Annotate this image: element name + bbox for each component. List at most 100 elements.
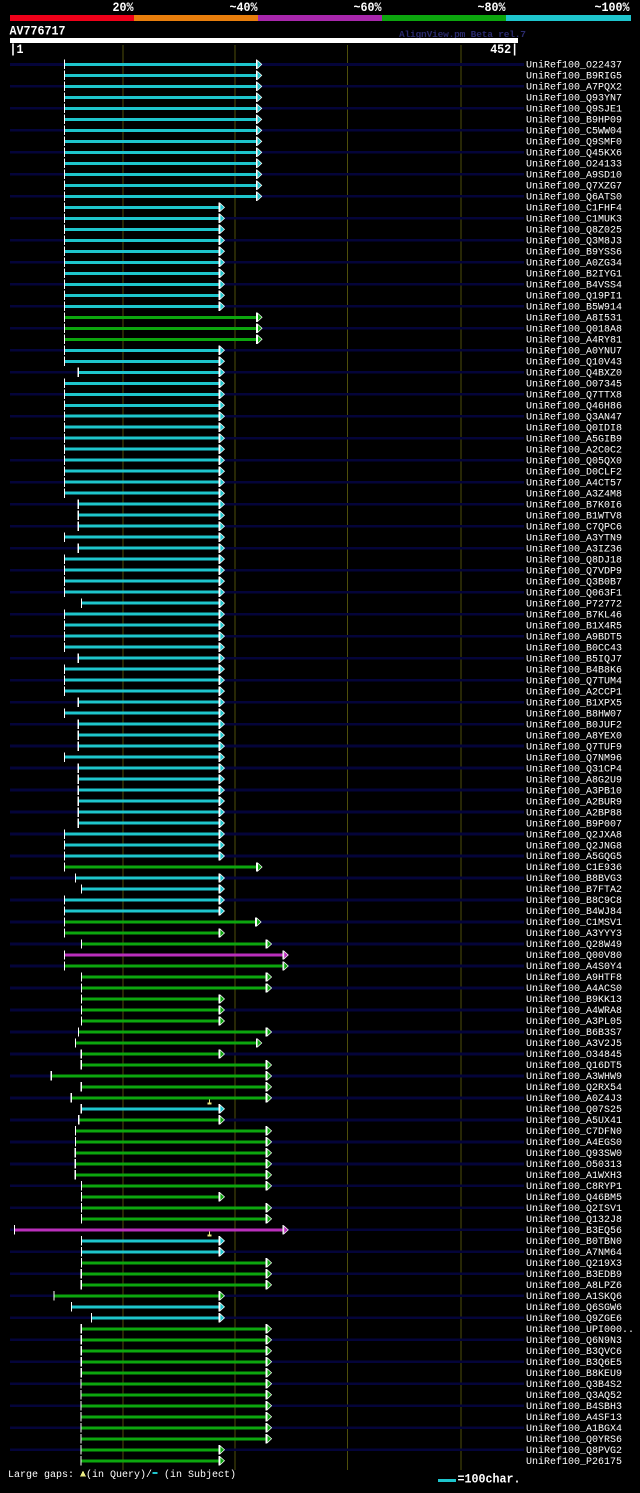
svg-text:UniRef100_B7KL46: UniRef100_B7KL46	[526, 609, 622, 621]
svg-text:UniRef100_Q2ISV1: UniRef100_Q2ISV1	[526, 1203, 622, 1215]
svg-text:UniRef100_A3WHW9: UniRef100_A3WHW9	[526, 1071, 622, 1083]
svg-text:UniRef100_A1WXH3: UniRef100_A1WXH3	[526, 1170, 622, 1182]
svg-text:UniRef100_B4WJ84: UniRef100_B4WJ84	[526, 906, 622, 918]
svg-text:UniRef100_A2C0C2: UniRef100_A2C0C2	[526, 444, 622, 456]
svg-text:UniRef100_Q93YN7: UniRef100_Q93YN7	[526, 93, 622, 105]
svg-text:UniRef100_Q2JXA8: UniRef100_Q2JXA8	[526, 829, 622, 841]
svg-text:UniRef100_B5W914: UniRef100_B5W914	[526, 301, 622, 313]
svg-text:UniRef100_A3PB10: UniRef100_A3PB10	[526, 785, 622, 797]
svg-text:UniRef100_A4WRA8: UniRef100_A4WRA8	[526, 1005, 622, 1017]
svg-text:UniRef100_A3V2J5: UniRef100_A3V2J5	[526, 1038, 622, 1050]
svg-text:UniRef100_Q28W49: UniRef100_Q28W49	[526, 939, 622, 951]
svg-text:(in Subject): (in Subject)	[164, 1469, 236, 1481]
svg-text:UniRef100_B1WTV8: UniRef100_B1WTV8	[526, 510, 622, 522]
svg-text:UniRef100_A3PL05: UniRef100_A3PL05	[526, 1016, 622, 1028]
svg-text:UniRef100_O24133: UniRef100_O24133	[526, 159, 622, 171]
svg-text:UniRef100_Q6ATS0: UniRef100_Q6ATS0	[526, 192, 622, 204]
svg-text:UniRef100_A5UX41: UniRef100_A5UX41	[526, 1115, 622, 1127]
svg-text:~40%: ~40%	[230, 0, 258, 15]
svg-text:UniRef100_B8HW07: UniRef100_B8HW07	[526, 708, 622, 720]
svg-text:UniRef100_C7QPC6: UniRef100_C7QPC6	[526, 521, 622, 533]
svg-text:UniRef100_B2IYG1: UniRef100_B2IYG1	[526, 269, 622, 281]
svg-text:=100char.: =100char.	[458, 1472, 521, 1487]
svg-text:UniRef100_A4RY81: UniRef100_A4RY81	[526, 334, 622, 346]
svg-text:UniRef100_B1X4R5: UniRef100_B1X4R5	[526, 620, 622, 632]
svg-text:UniRef100_B6B3S7: UniRef100_B6B3S7	[526, 1027, 622, 1039]
svg-text:UniRef100_Q9SMF0: UniRef100_Q9SMF0	[526, 137, 622, 149]
svg-text:UniRef100_C1MSV1: UniRef100_C1MSV1	[526, 917, 622, 929]
svg-text:~80%: ~80%	[478, 0, 506, 15]
svg-text:UniRef100_A8YEX0: UniRef100_A8YEX0	[526, 730, 622, 742]
svg-text:AV776717: AV776717	[10, 24, 66, 39]
svg-text:UniRef100_Q7XZG7: UniRef100_Q7XZG7	[526, 181, 622, 193]
svg-text:UniRef100_A0ZG34: UniRef100_A0ZG34	[526, 258, 622, 270]
svg-text:UniRef100_Q063F1: UniRef100_Q063F1	[526, 587, 622, 599]
svg-text:UniRef100_B0JUF2: UniRef100_B0JUF2	[526, 719, 622, 731]
svg-text:UniRef100_C1MUK3: UniRef100_C1MUK3	[526, 214, 622, 226]
svg-text:UniRef100_A7NM64: UniRef100_A7NM64	[526, 1247, 622, 1259]
svg-text:UniRef100_D0CLF2: UniRef100_D0CLF2	[526, 466, 622, 478]
svg-text:UniRef100_Q132J8: UniRef100_Q132J8	[526, 1214, 622, 1226]
svg-text:UniRef100_Q45KX6: UniRef100_Q45KX6	[526, 148, 622, 160]
svg-text:UniRef100_B9HP09: UniRef100_B9HP09	[526, 115, 622, 127]
svg-text:UniRef100_B9RIG5: UniRef100_B9RIG5	[526, 71, 622, 83]
svg-text:UniRef100_A4CT57: UniRef100_A4CT57	[526, 477, 622, 489]
svg-text:UniRef100_A0Z4J3: UniRef100_A0Z4J3	[526, 1093, 622, 1105]
svg-text:UniRef100_A8G2U9: UniRef100_A8G2U9	[526, 774, 622, 786]
svg-text:UniRef100_A2BP88: UniRef100_A2BP88	[526, 807, 622, 819]
svg-text:UniRef100_Q0YRS6: UniRef100_Q0YRS6	[526, 1434, 622, 1446]
svg-text:UniRef100_Q46BM5: UniRef100_Q46BM5	[526, 1192, 622, 1204]
svg-text:UniRef100_Q3B4S2: UniRef100_Q3B4S2	[526, 1379, 622, 1391]
svg-text:UniRef100_Q7NM96: UniRef100_Q7NM96	[526, 752, 622, 764]
svg-text:UniRef100_O07345: UniRef100_O07345	[526, 378, 622, 390]
svg-text:UniRef100_A1BGX4: UniRef100_A1BGX4	[526, 1423, 622, 1435]
svg-text:452|: 452|	[490, 42, 518, 57]
svg-text:20%: 20%	[113, 0, 134, 15]
svg-text:UniRef100_O34845: UniRef100_O34845	[526, 1049, 622, 1061]
svg-text:UniRef100_Q8DJ18: UniRef100_Q8DJ18	[526, 554, 622, 566]
svg-text:UniRef100_O50313: UniRef100_O50313	[526, 1159, 622, 1171]
svg-text:UniRef100_Q3M8J3: UniRef100_Q3M8J3	[526, 236, 622, 248]
svg-text:UniRef100_B5IQJ7: UniRef100_B5IQJ7	[526, 653, 622, 665]
svg-text:UniRef100_Q16DT5: UniRef100_Q16DT5	[526, 1060, 622, 1072]
svg-text:UniRef100_B3QVC6: UniRef100_B3QVC6	[526, 1346, 622, 1358]
svg-text:UniRef100_B9P007: UniRef100_B9P007	[526, 818, 622, 830]
svg-text:UniRef100_A9SD10: UniRef100_A9SD10	[526, 170, 622, 182]
svg-text:UniRef100_C1FHF4: UniRef100_C1FHF4	[526, 203, 622, 215]
svg-text:UniRef100_Q8PVG2: UniRef100_Q8PVG2	[526, 1445, 622, 1457]
svg-text:UniRef100_A8I531: UniRef100_A8I531	[526, 312, 622, 324]
svg-text:UniRef100_Q8Z025: UniRef100_Q8Z025	[526, 225, 622, 237]
svg-text:UniRef100_B7K0I6: UniRef100_B7K0I6	[526, 499, 622, 511]
svg-text:UniRef100_Q018A8: UniRef100_Q018A8	[526, 323, 622, 335]
svg-text:UniRef100_B3EQ56: UniRef100_B3EQ56	[526, 1225, 622, 1237]
svg-text:UniRef100_A3Z4M8: UniRef100_A3Z4M8	[526, 488, 622, 500]
svg-text:UniRef100_Q4BXZ0: UniRef100_Q4BXZ0	[526, 367, 622, 379]
svg-text:UniRef100_A3IZ36: UniRef100_A3IZ36	[526, 543, 622, 555]
svg-text:UniRef100_Q2RX54: UniRef100_Q2RX54	[526, 1082, 622, 1094]
svg-text:UniRef100_C5WW04: UniRef100_C5WW04	[526, 126, 622, 138]
svg-text:~100%: ~100%	[595, 0, 630, 15]
svg-text:UniRef100_Q3AN47: UniRef100_Q3AN47	[526, 411, 622, 423]
svg-text:UniRef100_Q19PI1: UniRef100_Q19PI1	[526, 290, 622, 302]
svg-text:UniRef100_A8LPZ6: UniRef100_A8LPZ6	[526, 1280, 622, 1292]
svg-text:UniRef100_B1XPX5: UniRef100_B1XPX5	[526, 697, 622, 709]
svg-text:UniRef100_B9YSS6: UniRef100_B9YSS6	[526, 247, 622, 259]
svg-text:Large gaps:: Large gaps:	[8, 1470, 74, 1481]
svg-text:UniRef100_A9BDT5: UniRef100_A9BDT5	[526, 631, 622, 643]
svg-text:UniRef100_A5GIB9: UniRef100_A5GIB9	[526, 433, 622, 445]
svg-text:AlignView.pm Beta rel.7: AlignView.pm Beta rel.7	[399, 29, 526, 40]
svg-text:UniRef100_Q219X3: UniRef100_Q219X3	[526, 1258, 622, 1270]
svg-text:|1: |1	[10, 42, 24, 57]
svg-text:UniRef100_Q3B0B7: UniRef100_Q3B0B7	[526, 576, 622, 588]
svg-text:UniRef100_B0TBN0: UniRef100_B0TBN0	[526, 1236, 622, 1248]
svg-text:UniRef100_C8RYP1: UniRef100_C8RYP1	[526, 1181, 622, 1193]
svg-text:UniRef100_B9KK13: UniRef100_B9KK13	[526, 994, 622, 1006]
svg-text:UniRef100_A9HTF8: UniRef100_A9HTF8	[526, 972, 622, 984]
svg-text:~60%: ~60%	[354, 0, 382, 15]
svg-text:UniRef100_A4SF13: UniRef100_A4SF13	[526, 1412, 622, 1424]
svg-text:UniRef100_B3EDB9: UniRef100_B3EDB9	[526, 1269, 622, 1281]
svg-text:UniRef100_B8C9C8: UniRef100_B8C9C8	[526, 895, 622, 907]
svg-text:UniRef100_UPI000..: UniRef100_UPI000..	[526, 1324, 634, 1336]
svg-text:UniRef100_A1SKQ6: UniRef100_A1SKQ6	[526, 1291, 622, 1303]
svg-text:UniRef100_A2CCP1: UniRef100_A2CCP1	[526, 686, 622, 698]
